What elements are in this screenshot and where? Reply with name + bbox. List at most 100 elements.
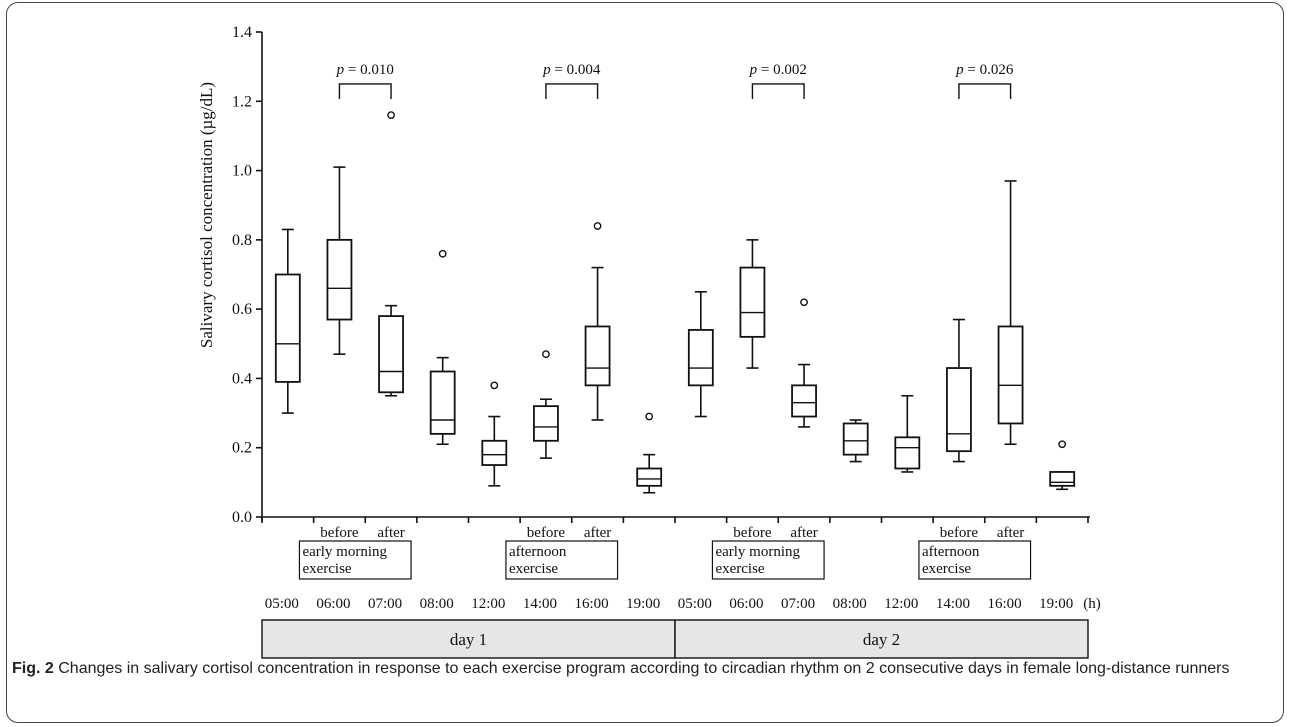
box-1 [326,166,353,355]
y-tick-label: 0.2 [232,440,252,457]
box-iqr [842,422,869,456]
box-8 [687,291,714,418]
y-tick-label: 1.2 [232,93,252,110]
comparison-2: p = 0.002 [749,62,807,99]
time-label: 05:00 [265,596,299,612]
box-10 [791,298,817,428]
exercise-box [918,540,1032,580]
box-6 [584,222,611,421]
box-15 [1049,440,1076,491]
time-label: 05:00 [678,596,712,612]
p-symbol: p [955,62,964,78]
outlier-point [490,381,499,390]
exercise-box-text: exercise [302,561,351,577]
before-label: before [940,525,979,541]
outlier-point [1058,440,1067,449]
comparison-bracket [751,83,805,99]
time-labels: 05:00 06:00 07:00 08:00 12:00 14:00 16:00 19:00… [265,596,1074,612]
exercise-box-text: exercise [509,561,558,577]
y-tick-label: 0.0 [232,509,252,526]
axes: 0.0 0.2 0.4 0.6 0.8 1.0 1.2 1.4 [232,24,1090,526]
time-label: 16:00 [987,596,1021,612]
box-14 [997,180,1024,446]
box-iqr [274,273,301,383]
box-5 [533,350,559,459]
time-label: 06:00 [316,596,350,612]
box-2 [378,111,404,397]
box-iqr [481,439,508,466]
before-label: before [527,525,566,541]
box-iqr [946,367,972,453]
time-label: 14:00 [936,596,970,612]
day-label: day 1 [450,630,487,649]
box-iqr [378,315,404,394]
y-tick-label: 1.4 [232,24,252,41]
p-value: = 0.026 [964,62,1014,78]
time-label: 06:00 [729,596,763,612]
figure-frame [6,2,1284,723]
exercise-box-text: exercise [715,561,764,577]
p-value: = 0.004 [551,62,601,78]
time-label: 07:00 [368,596,402,612]
comparison-0: p = 0.010 [336,62,394,99]
box-iqr [894,436,921,470]
exercise-box-text: early morning [302,544,387,560]
outlier-point [438,249,447,258]
exercise-box [711,540,825,580]
box-0 [274,228,301,414]
box-iqr [429,370,456,435]
day-segment [674,619,1089,659]
y-tick-label: 0.4 [232,370,252,387]
y-tick-label: 0.8 [232,232,252,249]
day-bar: day 1 day 2 [261,619,1089,659]
time-unit-label: (h) [1083,596,1101,612]
p-symbol: p [336,62,345,78]
outlier-point [593,222,602,230]
box-11 [842,419,869,463]
exercise-box-text: early morning [715,544,800,560]
time-label: 16:00 [574,596,608,612]
time-label: 19:00 [626,596,660,612]
exercise-box-text: afternoon [922,544,980,560]
p-symbol: p [749,62,758,78]
box-iqr [791,384,817,418]
p-value-brackets: p = 0.010 p = 0.004 p = 0.002 p = 0.026 [336,62,1014,99]
figure-caption: Fig. 2 Changes in salivary cortisol conc… [12,658,1272,680]
time-label: 08:00 [420,596,454,612]
y-tick-label: 0.6 [232,301,252,318]
comparison-3: p = 0.026 [955,62,1014,99]
after-label: after [377,525,404,541]
time-label: 08:00 [833,596,867,612]
box-iqr [533,405,559,442]
boxplot-chart: Salivary cortisol concentration (µg/dL) … [197,24,1101,659]
p-value: = 0.010 [344,62,394,78]
time-label: 14:00 [523,596,557,612]
p-value-label: p = 0.004 [542,62,601,78]
exercise-box-text: afternoon [509,544,567,560]
before-label: before [320,525,359,541]
before-label: before [733,525,772,541]
exercise-box-text: exercise [922,561,971,577]
box-12 [894,394,921,473]
time-label: 12:00 [884,596,918,612]
outlier-point [387,111,395,120]
comparison-bracket [338,83,392,99]
outlier-point [800,298,808,307]
outlier-point [542,350,550,359]
outlier-point [645,412,654,421]
box-3 [429,249,456,446]
box-iqr [636,467,663,487]
time-label: 12:00 [471,596,505,612]
y-axis-label: Salivary cortisol concentration (µg/dL) [197,82,216,348]
exercise-box [505,540,619,580]
box-iqr [1049,471,1076,487]
box-iqr [584,325,611,387]
after-label: after [997,525,1024,541]
box-7 [636,412,663,494]
p-value-label: p = 0.026 [955,62,1014,78]
